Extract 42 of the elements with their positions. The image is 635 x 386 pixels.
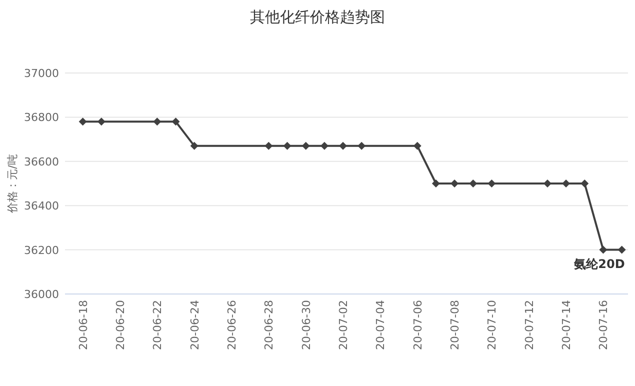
x-tick-label: 20-06-30 xyxy=(300,300,313,350)
y-tick-label: 37000 xyxy=(24,67,59,80)
point xyxy=(358,142,366,150)
x-tick-label: 20-07-06 xyxy=(411,300,424,350)
y-axis-title: 价格：元/吨 xyxy=(6,154,19,214)
point xyxy=(190,142,198,150)
x-tick-label: 20-07-04 xyxy=(374,300,388,350)
point xyxy=(339,142,348,150)
x-tick-label: 20-07-14 xyxy=(560,300,574,350)
point xyxy=(153,118,162,126)
point xyxy=(78,118,87,126)
series-label: 氨纶20D xyxy=(573,256,625,271)
y-tick-label: 36400 xyxy=(24,200,59,213)
y-tick-label: 36600 xyxy=(24,155,59,168)
point xyxy=(469,180,478,188)
point xyxy=(97,118,106,126)
point xyxy=(618,246,626,254)
x-tick-label: 20-06-20 xyxy=(114,300,127,350)
point xyxy=(302,142,310,150)
x-tick-label: 20-06-28 xyxy=(262,300,276,350)
point xyxy=(320,142,328,150)
x-tick-label: 20-07-16 xyxy=(597,300,610,350)
x-tick-label: 20-07-02 xyxy=(337,300,350,350)
x-tick-label: 20-06-18 xyxy=(76,300,90,350)
point xyxy=(432,180,440,188)
x-tick-label: 20-07-10 xyxy=(486,300,499,350)
point xyxy=(488,180,496,188)
point xyxy=(413,142,422,150)
point xyxy=(599,246,608,254)
y-tick-label: 36000 xyxy=(24,288,59,301)
point xyxy=(264,142,273,150)
x-tick-label: 20-06-24 xyxy=(188,300,202,350)
x-tick-label: 20-06-22 xyxy=(151,300,164,350)
x-tick-label: 20-07-08 xyxy=(448,300,462,350)
point xyxy=(283,142,292,150)
chart-title: 其他化纤价格趋势图 xyxy=(250,8,385,26)
y-tick-label: 36200 xyxy=(24,244,59,257)
y-tick-label: 36800 xyxy=(24,111,59,124)
point xyxy=(580,180,589,188)
x-tick-label: 20-06-26 xyxy=(226,300,238,350)
x-tick-label: 20-07-12 xyxy=(522,300,536,350)
point xyxy=(172,118,180,126)
